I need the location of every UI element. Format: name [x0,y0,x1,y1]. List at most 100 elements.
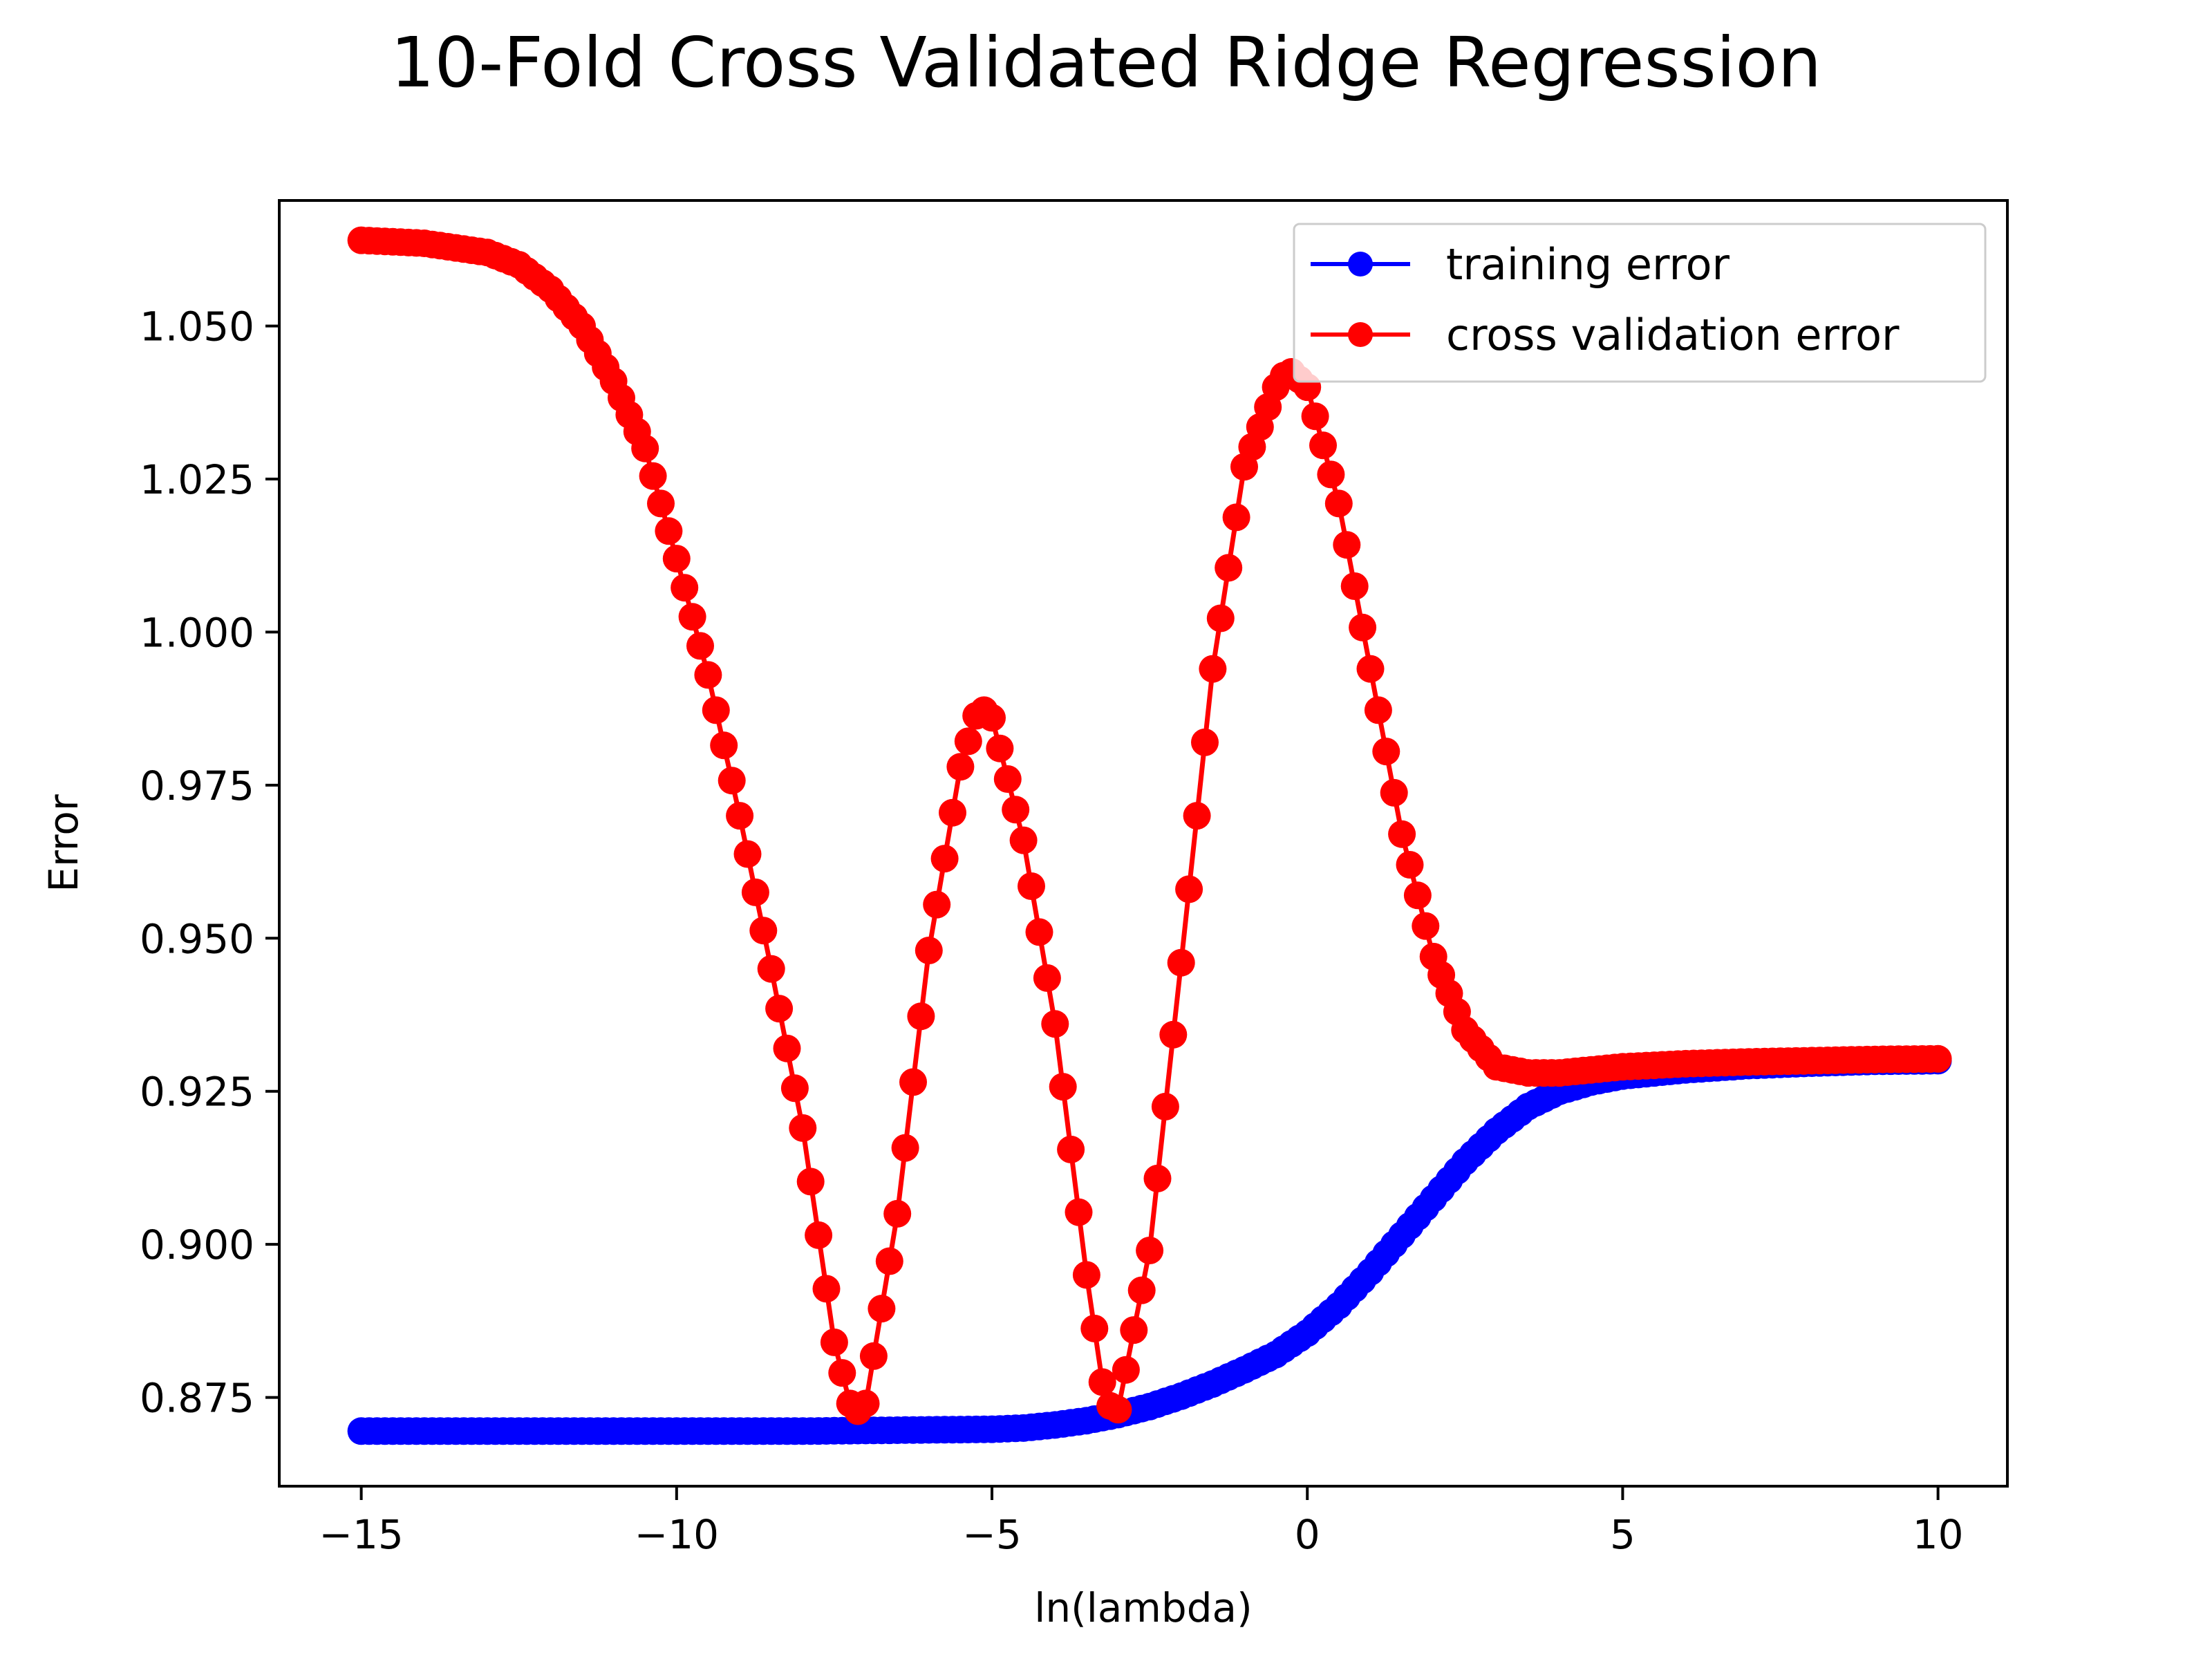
data-point-cv [820,1328,848,1356]
data-point-cv [859,1342,888,1370]
legend-label-cv: cross validation error [1446,310,1900,360]
data-point-cv [1065,1198,1093,1226]
data-point-cv [686,632,714,660]
data-point-cv [1009,826,1038,854]
data-point-cv [1206,604,1235,632]
data-point-cv [1199,655,1227,683]
data-point-cv [1356,655,1385,683]
data-point-cv [1309,431,1337,460]
data-point-cv [954,727,982,756]
y-tick-label: 1.000 [140,609,254,656]
data-point-cv [1333,531,1361,559]
data-point-cv [1183,802,1211,830]
y-tick-label: 0.950 [140,915,254,962]
y-axis-label: Error [40,794,87,892]
data-point-cv [946,753,975,781]
data-point-cv [1324,489,1353,518]
series-cv [347,226,1952,1425]
data-point-cv [773,1034,801,1062]
x-tick-label: −10 [635,1511,719,1558]
data-point-cv [1372,738,1400,766]
data-point-cv [694,661,722,689]
data-point-cv [986,734,1014,762]
series-line-cv [361,238,1938,1415]
data-point-cv [662,545,691,573]
x-tick-label: 5 [1610,1511,1635,1558]
x-tick-label: −15 [319,1511,403,1558]
data-point-cv [1167,948,1195,977]
data-point-cv [1388,820,1416,848]
plot-frame [278,199,2009,1488]
legend-label-training: training error [1446,239,1730,290]
data-point-cv [939,798,966,827]
x-tick-label: 0 [1295,1511,1320,1558]
data-point-cv [930,845,959,873]
data-point-cv [671,574,699,602]
data-point-cv [780,1074,809,1103]
data-point-cv [647,489,675,518]
data-point-cv [1924,1044,1952,1073]
data-point-cv [1104,1396,1132,1424]
data-point-cv [1049,1073,1077,1101]
data-point-cv [1396,851,1424,879]
data-point-cv [1143,1164,1172,1192]
data-point-cv [1191,728,1219,756]
data-point-cv [702,696,730,724]
data-point-cv [1120,1316,1148,1344]
data-point-cv [757,955,785,983]
data-point-cv [1072,1261,1100,1289]
x-axis-label: ln(lambda) [1034,1584,1252,1631]
data-point-cv [915,937,943,964]
data-point-cv [1380,778,1408,807]
data-point-cv [1364,696,1392,724]
x-axis: −15 −10 −5 0 5 10 [319,1486,1964,1558]
y-tick-label: 0.875 [140,1375,254,1422]
data-point-cv [1018,872,1045,900]
data-point-cv [765,995,794,1023]
data-point-cv [883,1199,912,1228]
data-point-cv [978,704,1006,732]
data-point-cv [828,1359,856,1387]
chart-title: 10-Fold Cross Validated Ridge Regression [391,22,1821,103]
data-point-cv [1041,1010,1069,1038]
y-tick-label: 1.025 [140,456,254,503]
data-point-cv [1349,613,1377,641]
data-point-cv [868,1295,896,1323]
data-point-cv [993,765,1022,793]
y-tick-label: 1.050 [140,303,254,350]
data-point-cv [1127,1276,1156,1304]
data-point-cv [678,603,706,631]
plot-area [347,226,1952,1445]
data-point-cv [1033,964,1061,992]
data-point-cv [907,1002,935,1031]
data-point-cv [1112,1356,1140,1384]
data-point-cv [1340,572,1369,600]
data-point-cv [891,1134,919,1162]
data-point-cv [749,917,778,945]
legend: training error cross validation error [1293,223,1987,383]
data-point-cv [789,1114,817,1142]
data-point-cv [899,1068,927,1096]
data-point-cv [1403,881,1432,910]
data-point-cv [1215,554,1243,582]
data-point-cv [1080,1314,1109,1342]
data-point-cv [1301,402,1329,431]
data-point-cv [852,1389,880,1418]
data-point-cv [639,462,667,490]
data-point-cv [875,1247,903,1275]
data-point-cv [1412,912,1440,940]
data-point-cv [1057,1135,1085,1163]
legend-marker-training [1348,252,1373,276]
data-point-cv [812,1275,841,1303]
legend-box [1293,223,1987,383]
data-point-cv [631,434,659,462]
data-point-cv [1088,1368,1116,1396]
legend-marker-cv [1348,322,1373,347]
x-tick-label: 10 [1913,1511,1964,1558]
data-point-cv [655,517,683,545]
data-point-cv [1317,460,1345,489]
x-tick-label: −5 [962,1511,1022,1558]
data-point-cv [1002,796,1030,824]
data-point-cv [1151,1092,1179,1121]
